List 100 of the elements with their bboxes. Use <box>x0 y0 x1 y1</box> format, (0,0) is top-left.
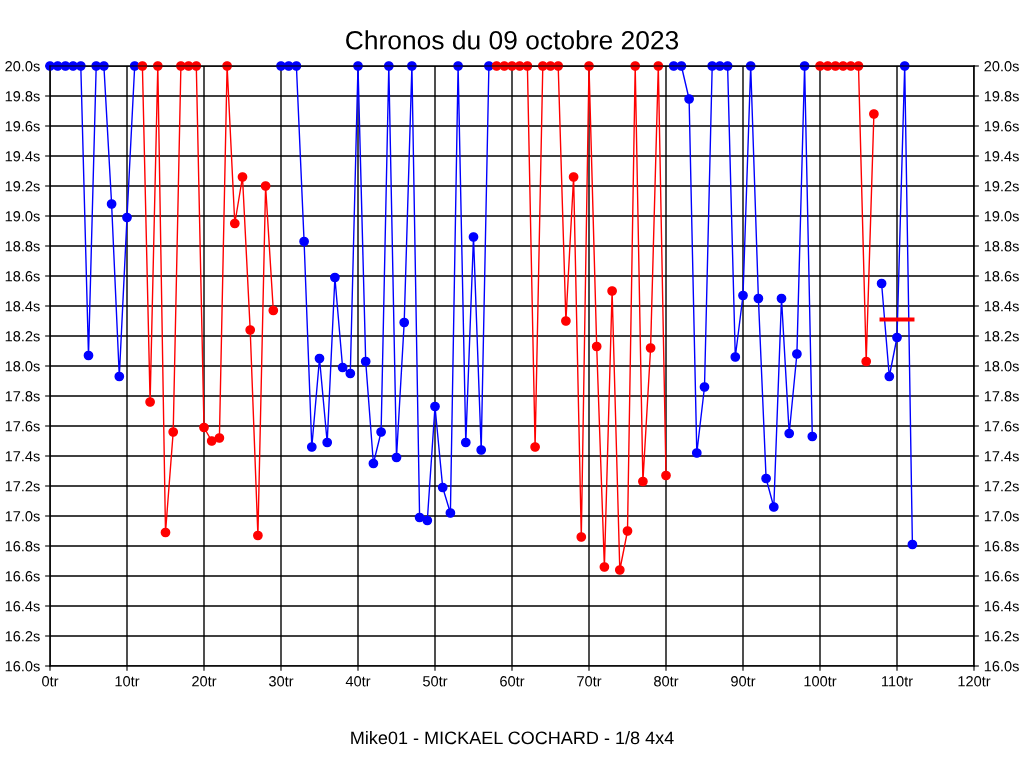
point <box>422 515 433 526</box>
y2-tick-label: 17.8s <box>984 391 1019 402</box>
y-tick-label: 18.6s <box>5 271 40 282</box>
point <box>445 508 456 518</box>
point <box>807 431 818 442</box>
point <box>268 305 279 316</box>
point <box>869 109 879 119</box>
y-tick-label: 18.2s <box>5 331 40 342</box>
x-tick-label: 40tr <box>345 676 371 687</box>
y2-tick-label: 19.4s <box>984 151 1019 162</box>
y-tick-label: 17.0s <box>5 511 40 522</box>
y2-tick-label: 17.2s <box>984 481 1019 492</box>
point <box>368 458 379 469</box>
point <box>345 368 356 379</box>
y-tick-label: 17.2s <box>5 481 40 492</box>
point <box>260 181 271 191</box>
y-tick-label: 16.8s <box>5 541 40 552</box>
point <box>907 539 918 550</box>
point <box>114 371 125 382</box>
x-tick-label: 30tr <box>268 676 294 687</box>
point <box>576 532 587 542</box>
x-tick-label: 70tr <box>577 676 602 687</box>
point <box>614 565 625 575</box>
point <box>684 94 694 104</box>
point <box>337 362 348 373</box>
point <box>414 512 425 523</box>
point <box>884 371 895 382</box>
y-tick-label: 19.4s <box>5 151 40 162</box>
y-tick-label: 19.0s <box>5 211 40 222</box>
point <box>306 442 317 452</box>
chart-title: Chronos du 09 octobre 2023 <box>346 30 679 50</box>
point <box>607 286 617 296</box>
x-tick-label: 10tr <box>115 676 140 687</box>
point <box>145 397 155 407</box>
point <box>83 350 94 361</box>
point <box>568 172 579 182</box>
point <box>160 527 171 538</box>
y-tick-label: 17.8s <box>5 391 40 402</box>
point <box>229 218 240 229</box>
point <box>122 212 132 223</box>
x-tick-label: 90tr <box>731 676 756 687</box>
y2-tick-label: 16.4s <box>984 601 1019 612</box>
x-axis-title: Mike01 - MICKAEL COCHARD - 1/8 4x4 <box>351 730 674 745</box>
point <box>314 353 325 364</box>
x-tick-label: 60tr <box>500 676 525 687</box>
point <box>237 172 248 182</box>
point <box>376 427 386 437</box>
point <box>738 290 748 301</box>
point <box>645 343 656 353</box>
point <box>476 445 487 455</box>
point <box>437 482 448 493</box>
point <box>638 476 648 487</box>
y2-tick-label: 19.6s <box>984 121 1019 132</box>
y2-tick-label: 19.0s <box>984 211 1019 222</box>
x-tick-label: 120tr <box>958 676 991 687</box>
y-tick-label: 17.4s <box>5 451 40 462</box>
point <box>468 232 479 242</box>
y2-tick-label: 19.8s <box>984 91 1019 102</box>
point <box>753 293 764 304</box>
y2-tick-label: 18.6s <box>984 271 1019 282</box>
point <box>199 422 209 433</box>
point <box>391 452 402 463</box>
y2-tick-label: 16.6s <box>984 571 1019 582</box>
point <box>106 199 117 209</box>
point <box>206 436 217 446</box>
x-tick-label: 20tr <box>192 676 217 687</box>
y2-tick-label: 18.0s <box>984 361 1019 372</box>
y-tick-label: 16.6s <box>5 571 40 582</box>
point <box>399 317 410 328</box>
point <box>892 332 902 343</box>
point <box>530 442 540 452</box>
point <box>661 470 671 481</box>
point <box>861 356 872 367</box>
x-tick-label: 0tr <box>42 676 59 687</box>
point <box>322 437 333 448</box>
x-tick-label: 80tr <box>654 676 679 687</box>
point <box>299 236 309 247</box>
point <box>168 427 179 437</box>
y-tick-label: 18.4s <box>5 301 40 312</box>
point <box>776 293 787 304</box>
point <box>460 437 471 448</box>
y2-tick-label: 17.4s <box>984 451 1019 462</box>
point <box>761 473 771 484</box>
y2-tick-label: 18.8s <box>984 241 1019 252</box>
y2-tick-label: 16.2s <box>984 631 1019 642</box>
point <box>784 428 795 439</box>
y-tick-label: 16.4s <box>5 601 40 612</box>
y2-tick-label: 16.8s <box>984 541 1019 552</box>
y2-tick-label: 18.4s <box>984 301 1019 312</box>
y-tick-label: 16.2s <box>5 631 40 642</box>
point <box>430 401 440 412</box>
point <box>214 433 225 443</box>
y2-tick-label: 19.2s <box>984 181 1019 192</box>
y2-tick-label: 17.6s <box>984 421 1019 432</box>
x-tick-label: 100tr <box>804 676 837 687</box>
point <box>730 352 741 362</box>
point <box>561 316 571 326</box>
point <box>599 562 610 572</box>
point <box>622 526 633 536</box>
y-tick-label: 19.6s <box>5 121 40 132</box>
